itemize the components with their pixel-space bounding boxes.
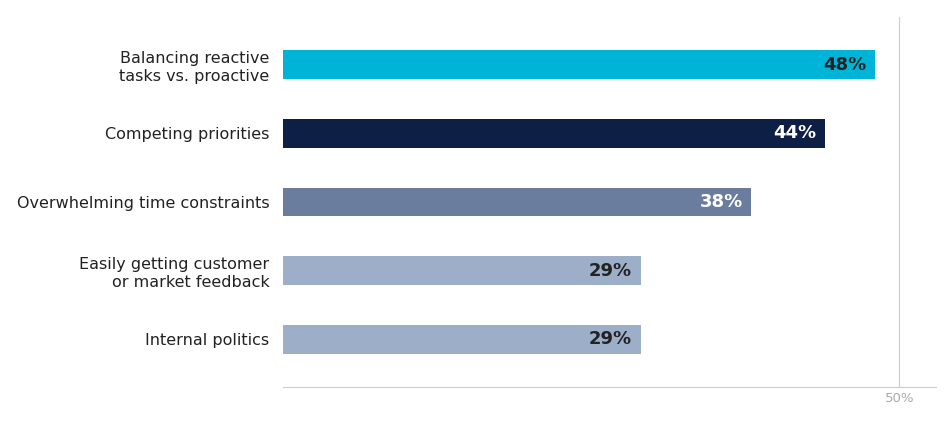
Text: 38%: 38% bbox=[699, 193, 742, 211]
Text: 29%: 29% bbox=[588, 262, 631, 280]
Text: 44%: 44% bbox=[773, 124, 816, 142]
Bar bbox=[283, 119, 824, 148]
Text: 48%: 48% bbox=[822, 56, 865, 74]
Bar bbox=[283, 188, 751, 216]
Bar bbox=[283, 325, 640, 354]
Bar bbox=[283, 256, 640, 285]
Bar bbox=[283, 50, 874, 79]
Text: 29%: 29% bbox=[588, 330, 631, 349]
